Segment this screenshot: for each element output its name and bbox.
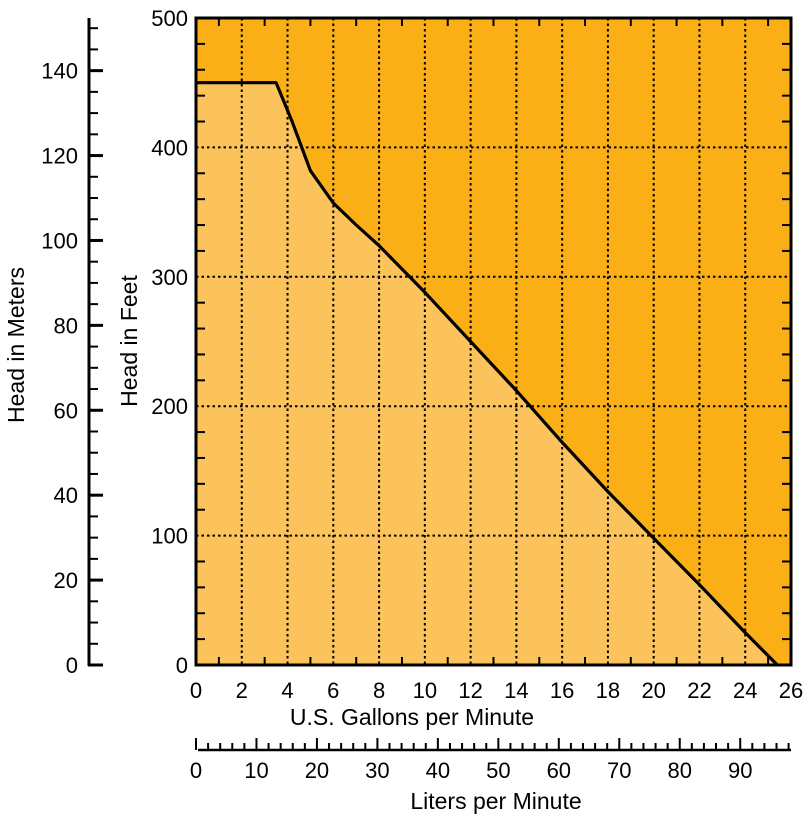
meters-tick-label: 40: [54, 483, 78, 508]
gallons-tick-label: 10: [413, 678, 437, 703]
area-under-curve: [196, 82, 778, 665]
liters-tick-label: 20: [305, 758, 329, 783]
meters-tick-label: 0: [66, 653, 78, 678]
feet-tick-label: 100: [151, 524, 188, 549]
gallons-tick-label: 2: [236, 678, 248, 703]
gallons-tick-label: 16: [550, 678, 574, 703]
gallons-tick-label: 12: [458, 678, 482, 703]
gallons-tick-label: 4: [281, 678, 293, 703]
feet-tick-label: 400: [151, 135, 188, 160]
gridlines: [196, 18, 791, 665]
meters-tick-label: 100: [41, 228, 78, 253]
liters-tick-label: 0: [190, 758, 202, 783]
pump-curve-line: [196, 81, 779, 667]
gallons-tick-label: 18: [596, 678, 620, 703]
x-axis-title: U.S. Gallons per Minute: [290, 704, 534, 730]
feet-tick-label: 200: [151, 394, 188, 419]
liters-axis: 0 10 20 30 40 50 60 70 80 90: [190, 738, 791, 783]
liters-tick-label: 40: [426, 758, 450, 783]
gallons-tick-label: 8: [373, 678, 385, 703]
gallons-tick-label: 24: [733, 678, 757, 703]
plot-frame: [194, 16, 793, 667]
meters-tick-label: 140: [41, 59, 78, 84]
liters-tick-label: 60: [547, 758, 571, 783]
meters-tick-label: 120: [41, 144, 78, 169]
meters-tick-label: 20: [54, 568, 78, 593]
y-axis-title: Head in Feet: [116, 275, 142, 407]
liters-tick-label: 70: [607, 758, 631, 783]
meters-tick-label: 80: [54, 313, 78, 338]
feet-tick-label: 500: [151, 6, 188, 31]
liters-tick-label: 80: [667, 758, 691, 783]
liters-tick-label: 30: [365, 758, 389, 783]
gallons-axis-labels: 0 2 4 6 8 10 12 14 16 18 20 22 24 26: [190, 678, 803, 703]
gallons-tick-label: 14: [504, 678, 528, 703]
gallons-tick-label: 26: [779, 678, 803, 703]
secondary-y-axis-title: Head in Meters: [3, 267, 29, 423]
gallons-tick-label: 0: [190, 678, 202, 703]
secondary-x-axis-title: Liters per Minute: [410, 788, 581, 814]
feet-axis-labels: 0 100 200 300 400 500: [151, 6, 188, 678]
gallons-tick-label: 6: [327, 678, 339, 703]
liters-tick-label: 90: [728, 758, 752, 783]
feet-tick-label: 0: [176, 653, 188, 678]
meters-axis: 0 20 40 60 80 100 120 140: [41, 18, 103, 678]
liters-tick-label: 10: [244, 758, 268, 783]
gallons-tick-label: 20: [641, 678, 665, 703]
gallons-tick-label: 22: [687, 678, 711, 703]
feet-tick-label: 300: [151, 265, 188, 290]
meters-tick-label: 60: [54, 398, 78, 423]
liters-tick-label: 50: [486, 758, 510, 783]
